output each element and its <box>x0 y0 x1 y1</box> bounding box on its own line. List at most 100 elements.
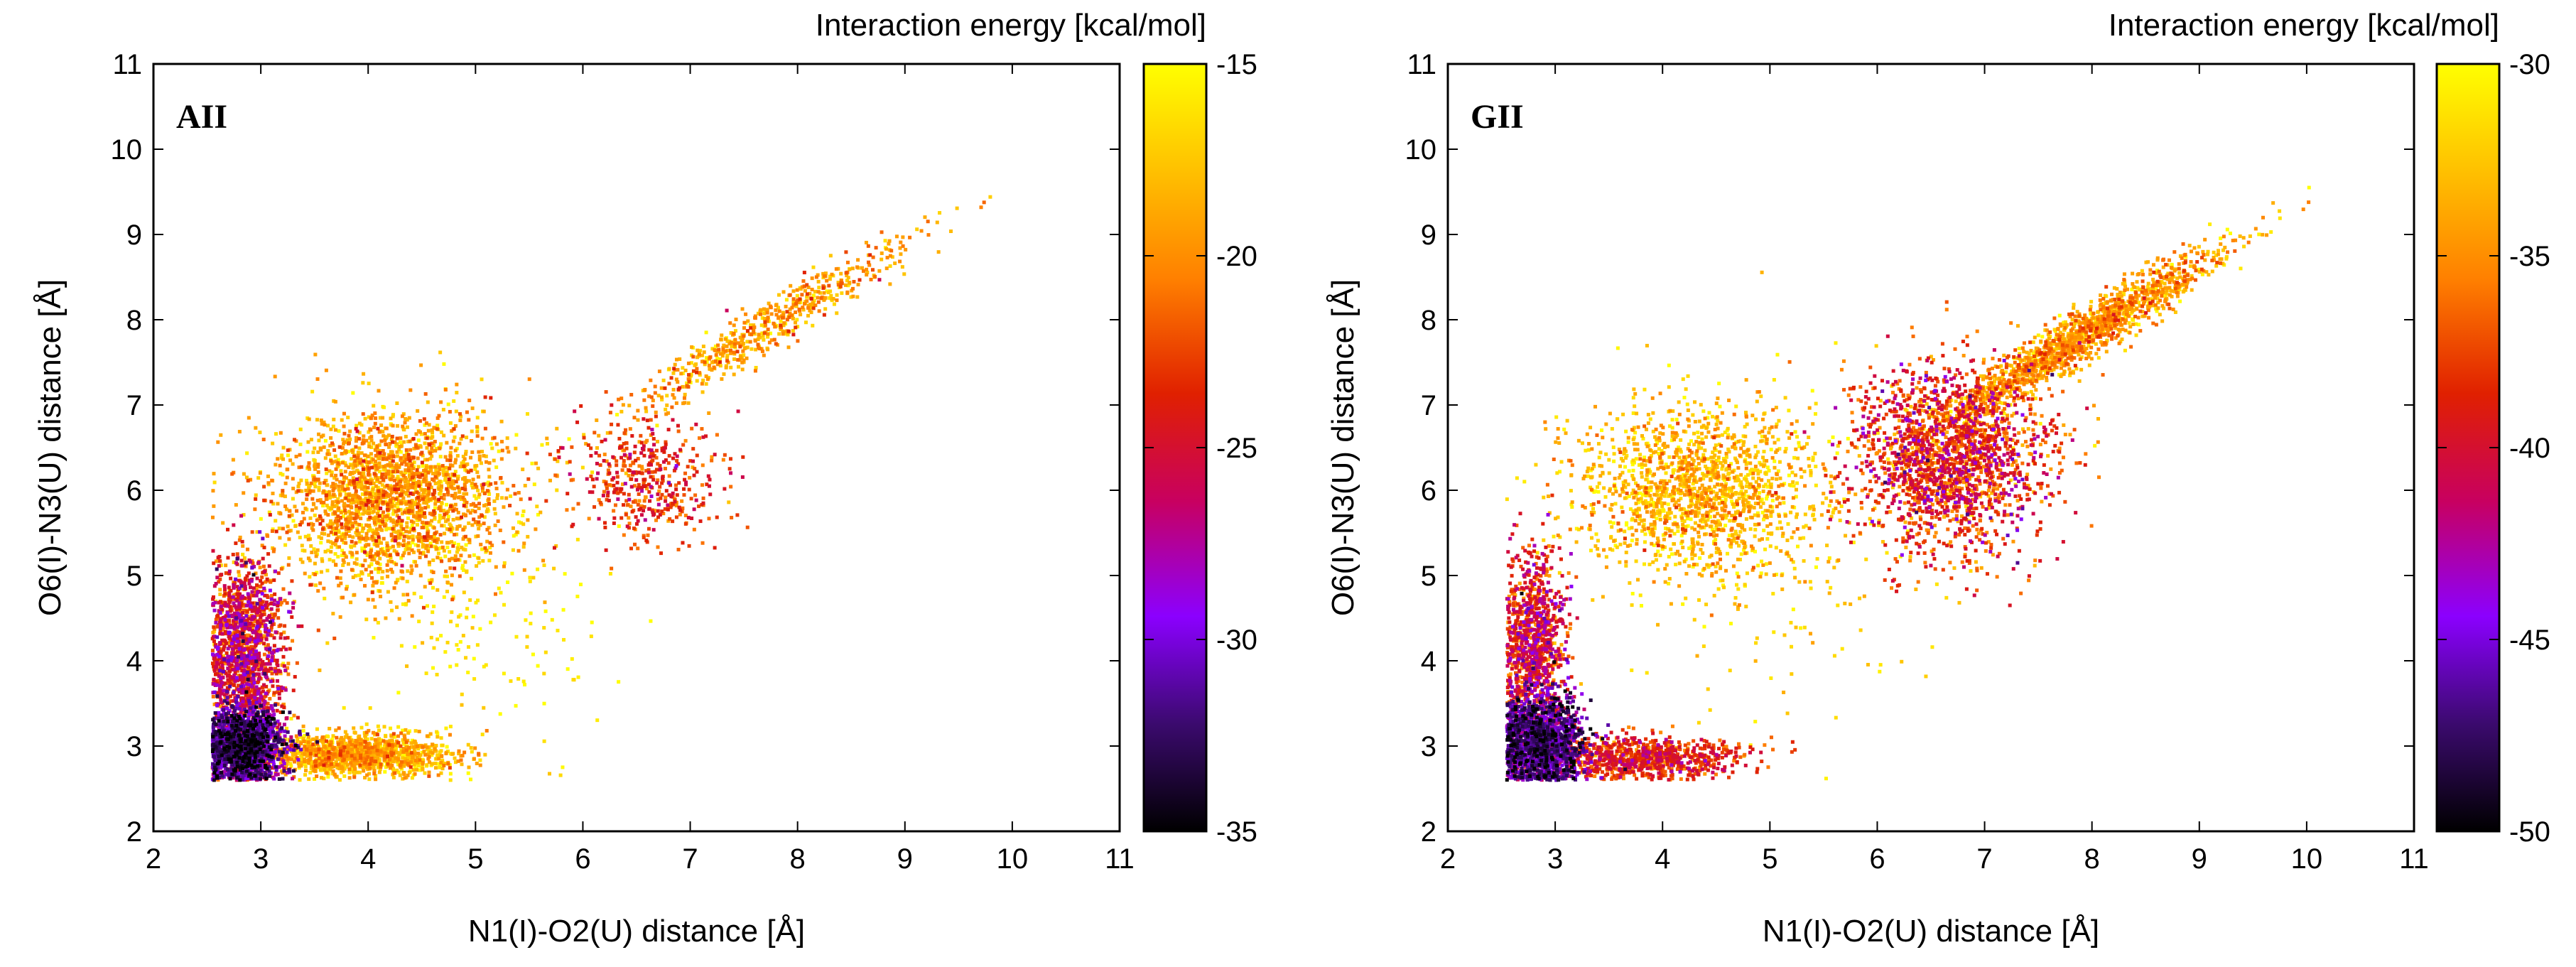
scatter-point <box>595 718 600 723</box>
scatter-point <box>416 751 421 755</box>
scatter-point <box>462 464 466 468</box>
scatter-point <box>389 457 394 461</box>
scatter-point <box>753 315 757 320</box>
scatter-point <box>359 484 364 488</box>
scatter-point <box>301 549 305 553</box>
scatter-point <box>446 509 450 514</box>
scatter-point <box>589 474 593 478</box>
scatter-point <box>465 410 469 414</box>
scatter-point <box>406 494 411 498</box>
scatter-point <box>269 594 274 598</box>
scatter-point <box>335 545 340 549</box>
scatter-point <box>324 497 328 502</box>
scatter-point <box>218 588 222 592</box>
scatter-point <box>417 480 421 484</box>
scatter-point <box>371 497 375 502</box>
scatter-point <box>288 762 293 766</box>
scatter-point <box>409 571 413 576</box>
scatter-point <box>372 404 376 408</box>
scatter-point <box>725 353 730 357</box>
scatter-point <box>336 458 340 462</box>
scatter-point <box>401 777 405 781</box>
scatter-point <box>821 284 826 288</box>
scatter-point <box>343 730 347 734</box>
scatter-point <box>373 738 377 742</box>
scatter-point <box>465 607 470 611</box>
scatter-point <box>217 580 221 584</box>
scatter-point <box>334 459 338 463</box>
scatter-point <box>797 307 801 311</box>
scatter-point <box>373 476 377 480</box>
scatter-point <box>390 487 394 491</box>
scatter-point <box>453 470 458 474</box>
scatter-point <box>424 501 428 505</box>
scatter-point <box>345 585 350 589</box>
scatter-point <box>432 605 436 609</box>
scatter-point <box>421 525 426 529</box>
scatter-point <box>505 487 509 492</box>
scatter-point <box>342 479 346 483</box>
scatter-point <box>238 535 242 539</box>
scatter-point <box>606 468 610 472</box>
scatter-point <box>388 766 392 770</box>
scatter-point <box>732 323 736 328</box>
scatter-point <box>313 477 318 482</box>
scatter-point <box>406 762 410 766</box>
scatter-point <box>786 345 791 350</box>
scatter-point <box>411 455 416 460</box>
scatter-point <box>437 507 441 511</box>
scatter-point <box>926 220 930 224</box>
scatter-point <box>979 205 983 210</box>
scatter-point <box>823 271 828 276</box>
scatter-point <box>359 480 364 485</box>
scatter-point <box>342 536 347 541</box>
scatter-point <box>595 445 600 450</box>
scatter-point <box>441 468 445 472</box>
scatter-point <box>401 750 406 754</box>
scatter-point <box>846 283 850 288</box>
scatter-point <box>935 220 939 225</box>
scatter-point <box>880 251 884 255</box>
scatter-point <box>568 460 572 464</box>
scatter-point <box>627 516 631 520</box>
scatter-point <box>341 762 345 767</box>
scatter-point <box>401 602 405 606</box>
scatter-point <box>391 485 395 490</box>
scatter-point <box>396 725 401 729</box>
scatter-point <box>528 576 532 580</box>
scatter-point <box>377 537 381 541</box>
scatter-point <box>399 731 404 735</box>
scatter-point <box>388 460 392 465</box>
scatter-point <box>386 559 391 563</box>
scatter-point <box>353 520 357 524</box>
scatter-point <box>394 523 399 527</box>
scatter-point <box>320 557 324 561</box>
scatter-point <box>401 740 406 745</box>
scatter-point <box>521 468 525 472</box>
scatter-point <box>754 347 758 352</box>
scatter-point <box>519 497 523 502</box>
scatter-point <box>752 325 757 330</box>
scatter-point <box>729 340 733 345</box>
scatter-point <box>475 434 480 438</box>
scatter-point <box>342 738 346 742</box>
scatter-point <box>456 542 460 546</box>
scatter-point <box>254 493 258 497</box>
scatter-point <box>791 300 796 304</box>
scatter-point <box>372 521 377 525</box>
scatter-point <box>354 531 358 535</box>
scatter-point <box>385 541 389 546</box>
scatter-point <box>458 574 462 578</box>
scatter-point <box>482 706 486 710</box>
scatter-point <box>322 777 326 781</box>
scatter-point <box>364 765 369 769</box>
scatter-point <box>386 504 391 509</box>
scatter-point <box>253 507 257 512</box>
scatter-point <box>382 757 386 762</box>
scatter-point <box>347 534 352 538</box>
scatter-point <box>400 512 404 516</box>
scatter-point <box>422 544 426 548</box>
scatter-point <box>398 763 402 767</box>
scatter-point <box>396 734 400 738</box>
scatter-point <box>784 304 788 308</box>
